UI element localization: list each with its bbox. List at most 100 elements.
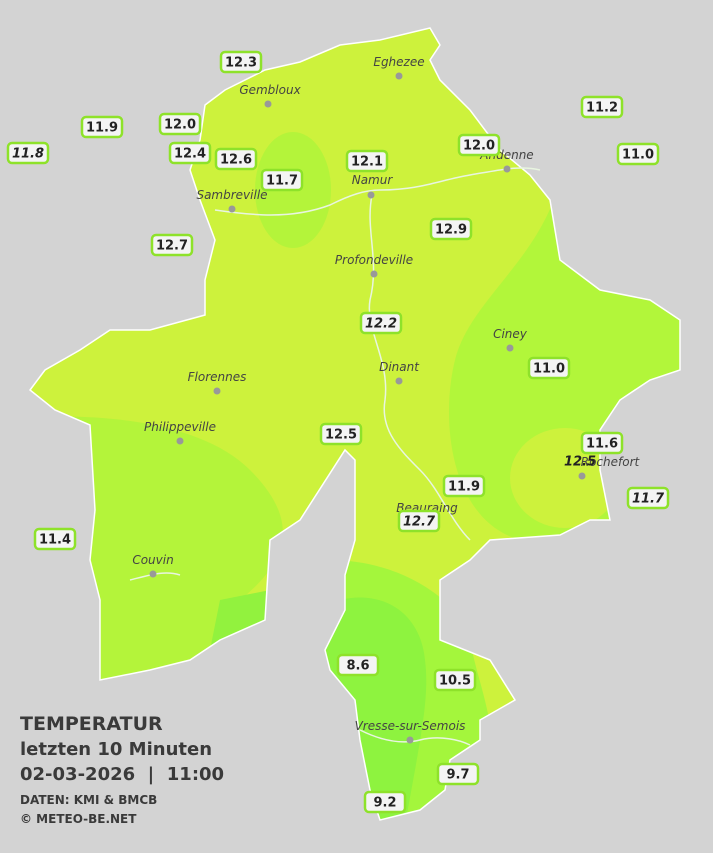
station: 12.7: [397, 509, 441, 533]
legend: TEMPERATUR letzten 10 Minuten 02-03-2026…: [20, 713, 224, 826]
station: 10.5: [433, 668, 477, 692]
legend-datetime: 02-03-2026 | 11:00: [20, 764, 224, 785]
legend-subtitle: letzten 10 Minuten: [20, 739, 212, 760]
town-label: Couvin: [132, 553, 173, 567]
station-box: [260, 168, 304, 192]
station-value: 11.0: [622, 148, 654, 163]
station-box: [158, 112, 202, 136]
stations: 12.3 11.9 11.8 12.0 12.4 12.6 11.7 12.1 12.0 11.2…: [6, 50, 670, 814]
town-dot: [578, 472, 586, 480]
station-value: 9.7: [446, 768, 469, 783]
station-box: [580, 95, 624, 119]
station-box: [626, 486, 670, 510]
station: 11.0: [616, 142, 660, 166]
station-box: [363, 790, 407, 814]
town-dot: [228, 205, 236, 213]
station-value: 10.5: [439, 674, 471, 689]
station-box: [219, 50, 263, 74]
station-box: [436, 762, 480, 786]
town-label: Florennes: [188, 370, 247, 384]
station-box: [429, 217, 473, 241]
station-box: [168, 141, 212, 165]
station-value: 12.6: [220, 153, 252, 168]
station-box: [580, 431, 624, 455]
station-value: 12.7: [156, 239, 188, 254]
station-value: 12.7: [403, 515, 436, 530]
town-label: Dinant: [379, 360, 420, 374]
station-value: 11.6: [586, 437, 618, 452]
legend-title: TEMPERATUR: [20, 713, 163, 735]
station-value: 11.9: [448, 480, 480, 495]
station-box: [214, 147, 258, 171]
town-dot: [149, 570, 157, 578]
station-value: 12.9: [435, 223, 467, 238]
station: 12.9: [429, 217, 473, 241]
station: 12.4: [168, 141, 212, 165]
town-dot: [367, 191, 375, 199]
station-box: [345, 149, 389, 173]
station-value: 12.5: [325, 428, 357, 443]
station: 11.8: [6, 141, 50, 165]
town-dot: [213, 387, 221, 395]
station-value: 12.1: [351, 155, 383, 170]
station: 11.9: [80, 115, 124, 139]
legend-source: DATEN: KMI & BMCB: [20, 793, 157, 807]
station-box: [336, 653, 380, 677]
station-box: [457, 133, 501, 157]
town-label: Eghezee: [373, 55, 424, 69]
station: 12.0: [158, 112, 202, 136]
station-value: 12.0: [164, 118, 196, 133]
station-box: [6, 141, 50, 165]
town-label: Rochefort: [581, 455, 641, 469]
station-box: [433, 668, 477, 692]
station: 11.7: [626, 486, 670, 510]
station-value: 11.7: [632, 492, 665, 507]
town-dot: [370, 270, 378, 278]
station-value: 11.0: [533, 362, 565, 377]
station-value: 12.0: [463, 139, 495, 154]
station-value: 12.2: [365, 317, 397, 332]
station-box: [33, 527, 77, 551]
station-value: 12.5: [564, 455, 596, 470]
town-dot: [395, 72, 403, 80]
town-label: Philippeville: [144, 420, 216, 434]
station-value: 12.3: [225, 56, 257, 71]
station: 11.2: [580, 95, 624, 119]
station: 12.2: [359, 311, 403, 335]
town-label: Namur: [352, 173, 394, 187]
station-box: [319, 422, 363, 446]
town-dot: [406, 736, 414, 744]
town-dot: [264, 100, 272, 108]
town-dot: [506, 344, 514, 352]
station-box: [80, 115, 124, 139]
town-dot: [395, 377, 403, 385]
river: [129, 572, 181, 581]
station-box: [442, 474, 486, 498]
river: [368, 194, 471, 541]
town-dot: [503, 165, 511, 173]
station-box: [397, 509, 441, 533]
town-label: Vresse-sur-Semois: [355, 719, 466, 733]
station: 12.6: [214, 147, 258, 171]
station: 12.3: [219, 50, 263, 74]
station-box: [150, 233, 194, 257]
town-label: Profondeville: [335, 253, 413, 267]
town-dot: [176, 437, 184, 445]
station-value: 11.9: [86, 121, 118, 136]
river: [359, 729, 471, 746]
river: [214, 167, 541, 216]
town-label: Gembloux: [239, 83, 301, 97]
town-label: Sambreville: [196, 188, 267, 202]
station-value: 11.2: [586, 101, 618, 116]
station-value: 11.4: [39, 533, 71, 548]
station: 12.5: [319, 422, 363, 446]
station: 11.6: [580, 431, 624, 455]
station: 12.5: [564, 455, 596, 470]
station: 11.4: [33, 527, 77, 551]
station: 11.9: [442, 474, 486, 498]
station: 12.7: [150, 233, 194, 257]
station: 12.1: [345, 149, 389, 173]
station-value: 9.2: [373, 796, 396, 811]
station: 12.0: [457, 133, 501, 157]
